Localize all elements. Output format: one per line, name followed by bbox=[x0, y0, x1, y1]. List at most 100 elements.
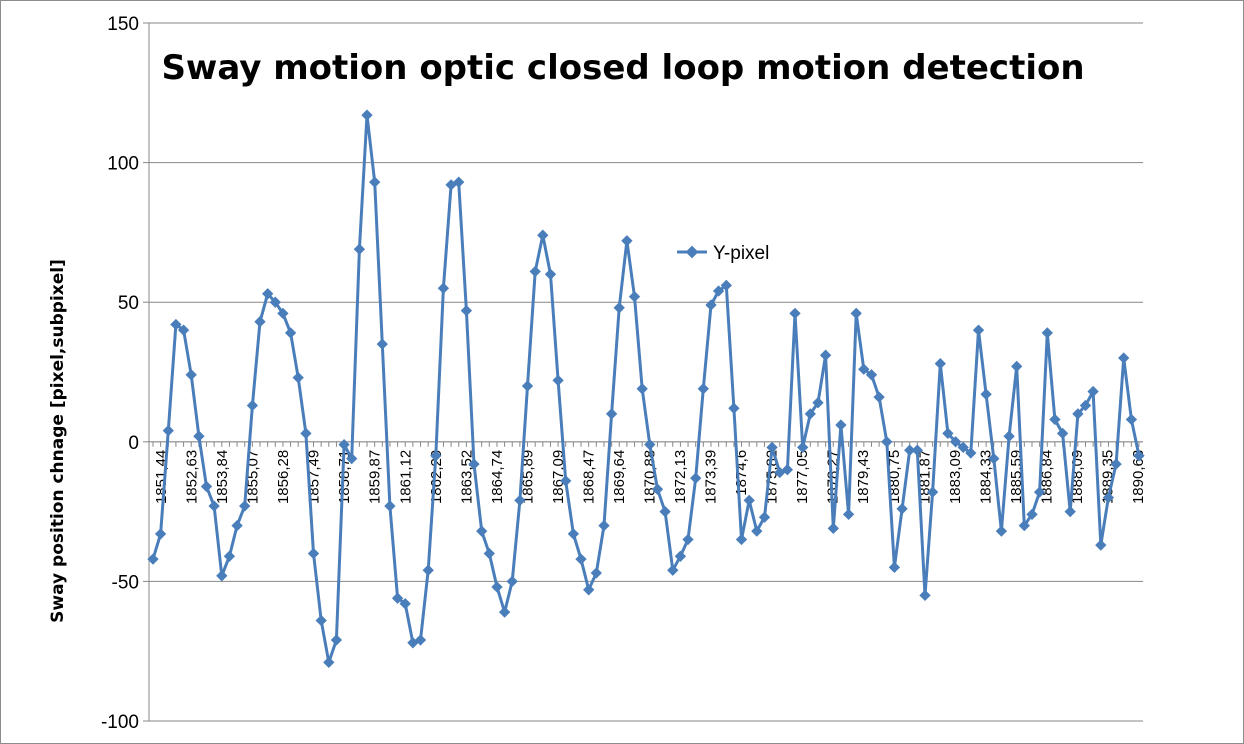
y-tick-label: 0 bbox=[128, 433, 139, 454]
x-tick-label: 1868,47 bbox=[580, 450, 597, 504]
data-point bbox=[414, 634, 427, 646]
data-point bbox=[399, 598, 411, 610]
data-point bbox=[888, 561, 901, 574]
data-point bbox=[682, 533, 694, 546]
data-point bbox=[330, 634, 343, 646]
data-point bbox=[728, 402, 740, 414]
data-point bbox=[858, 363, 870, 375]
data-point bbox=[468, 458, 480, 470]
y-tick-labels: -100 -50 0 50 100 150 bbox=[101, 14, 139, 733]
data-point bbox=[988, 452, 1000, 465]
data-point bbox=[307, 547, 320, 560]
data-point bbox=[1102, 491, 1115, 504]
x-tick-label: 1873,39 bbox=[703, 450, 720, 504]
data-point bbox=[659, 505, 671, 518]
data-point bbox=[460, 304, 473, 317]
data-point bbox=[177, 324, 190, 336]
data-point bbox=[422, 564, 434, 576]
data-point bbox=[865, 369, 878, 381]
data-point bbox=[636, 383, 648, 395]
data-point bbox=[231, 519, 243, 532]
data-point bbox=[583, 584, 595, 596]
data-point bbox=[1049, 413, 1061, 426]
data-point bbox=[315, 614, 327, 627]
data-point bbox=[667, 564, 679, 576]
x-tick-label: 1872,13 bbox=[672, 450, 689, 504]
data-point bbox=[628, 290, 641, 303]
data-point bbox=[529, 265, 541, 278]
data-point bbox=[323, 656, 335, 669]
y-axis-label: Sway position chnage [pixel,subpixel] bbox=[48, 259, 68, 623]
data-point bbox=[613, 302, 625, 314]
x-tick-label: 1856,28 bbox=[275, 450, 292, 504]
data-point bbox=[346, 452, 358, 465]
data-point bbox=[590, 567, 602, 579]
data-point bbox=[758, 511, 771, 523]
data-point bbox=[246, 399, 259, 412]
data-point bbox=[491, 581, 503, 593]
x-tick-label: 1879,43 bbox=[855, 450, 872, 504]
data-point bbox=[514, 494, 526, 507]
data-point bbox=[200, 480, 213, 493]
data-point bbox=[1118, 352, 1130, 364]
data-point bbox=[797, 441, 809, 454]
data-point bbox=[1011, 360, 1023, 373]
x-tick-label: 1869,64 bbox=[611, 450, 628, 504]
data-point bbox=[1133, 450, 1145, 462]
data-point bbox=[437, 282, 450, 294]
x-tick-label: 1890,63 bbox=[1130, 450, 1147, 504]
data-point bbox=[162, 424, 174, 437]
data-point bbox=[208, 500, 220, 512]
data-point bbox=[842, 508, 855, 521]
legend-label-y-pixel: Y-pixel bbox=[713, 243, 769, 264]
data-point bbox=[644, 438, 656, 451]
data-point bbox=[835, 419, 847, 431]
data-point bbox=[147, 553, 159, 565]
data-point bbox=[743, 494, 755, 507]
data-point bbox=[376, 338, 388, 350]
data-point bbox=[567, 528, 580, 540]
data-point bbox=[369, 176, 381, 188]
axes bbox=[143, 22, 1143, 722]
data-point bbox=[781, 464, 794, 476]
data-point bbox=[1041, 327, 1053, 339]
data-point bbox=[674, 550, 687, 562]
gridlines bbox=[149, 22, 1143, 722]
data-point bbox=[1056, 427, 1069, 440]
data-point bbox=[965, 447, 977, 459]
data-point bbox=[605, 408, 618, 420]
data-point bbox=[552, 374, 564, 387]
data-point bbox=[651, 483, 664, 495]
data-point bbox=[560, 475, 572, 487]
data-point bbox=[216, 570, 228, 582]
data-point bbox=[873, 391, 885, 403]
data-point bbox=[919, 589, 931, 602]
data-point bbox=[934, 357, 946, 370]
data-point bbox=[292, 371, 304, 384]
x-tick-label: 1861,12 bbox=[397, 450, 414, 504]
x-tick-label: 1883,09 bbox=[947, 450, 964, 504]
data-point bbox=[361, 109, 373, 121]
data-point bbox=[223, 550, 236, 562]
data-point bbox=[1095, 539, 1107, 551]
data-point bbox=[697, 383, 709, 395]
data-point bbox=[277, 307, 289, 320]
data-point bbox=[300, 427, 312, 440]
data-point bbox=[1064, 505, 1076, 518]
data-point bbox=[193, 430, 205, 442]
data-point bbox=[949, 436, 962, 448]
data-point bbox=[170, 318, 182, 331]
data-point bbox=[1018, 519, 1030, 532]
series-y-pixel bbox=[147, 109, 1145, 669]
data-point bbox=[284, 327, 297, 339]
data-point bbox=[942, 427, 954, 440]
data-point bbox=[575, 553, 587, 565]
data-point bbox=[269, 296, 281, 308]
data-point bbox=[827, 522, 839, 535]
data-point bbox=[430, 450, 442, 462]
data-point bbox=[850, 307, 862, 320]
data-point bbox=[705, 299, 717, 311]
data-point bbox=[483, 547, 495, 560]
data-point bbox=[254, 316, 266, 328]
